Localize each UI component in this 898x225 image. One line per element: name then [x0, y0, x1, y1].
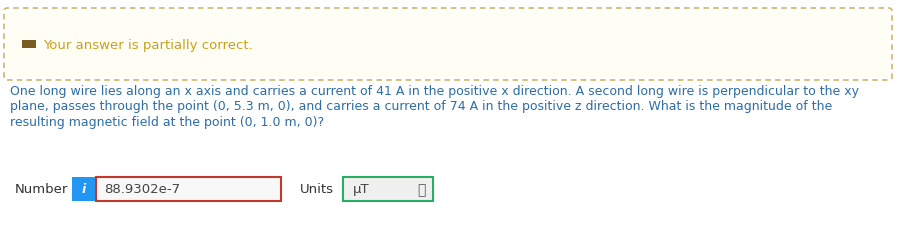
Bar: [22, 41, 36, 49]
Text: One long wire lies along an x axis and carries a current of 41 A in the positive: One long wire lies along an x axis and c…: [10, 85, 859, 98]
Text: Units: Units: [300, 183, 334, 196]
FancyBboxPatch shape: [7, 12, 889, 78]
Text: Your answer is partially correct.: Your answer is partially correct.: [43, 38, 252, 51]
Text: plane, passes through the point (0, 5.3 m, 0), and carries a current of 74 A in : plane, passes through the point (0, 5.3 …: [10, 100, 832, 113]
Bar: [96, 177, 281, 201]
Text: 88.9302e-7: 88.9302e-7: [104, 183, 180, 196]
Text: Number: Number: [15, 183, 68, 196]
Bar: [72, 177, 96, 201]
Text: resulting magnetic field at the point (0, 1.0 m, 0)?: resulting magnetic field at the point (0…: [10, 115, 324, 128]
Bar: [343, 177, 433, 201]
Text: μT: μT: [353, 183, 370, 196]
Text: ⌵: ⌵: [417, 182, 426, 196]
Text: i: i: [82, 183, 86, 196]
